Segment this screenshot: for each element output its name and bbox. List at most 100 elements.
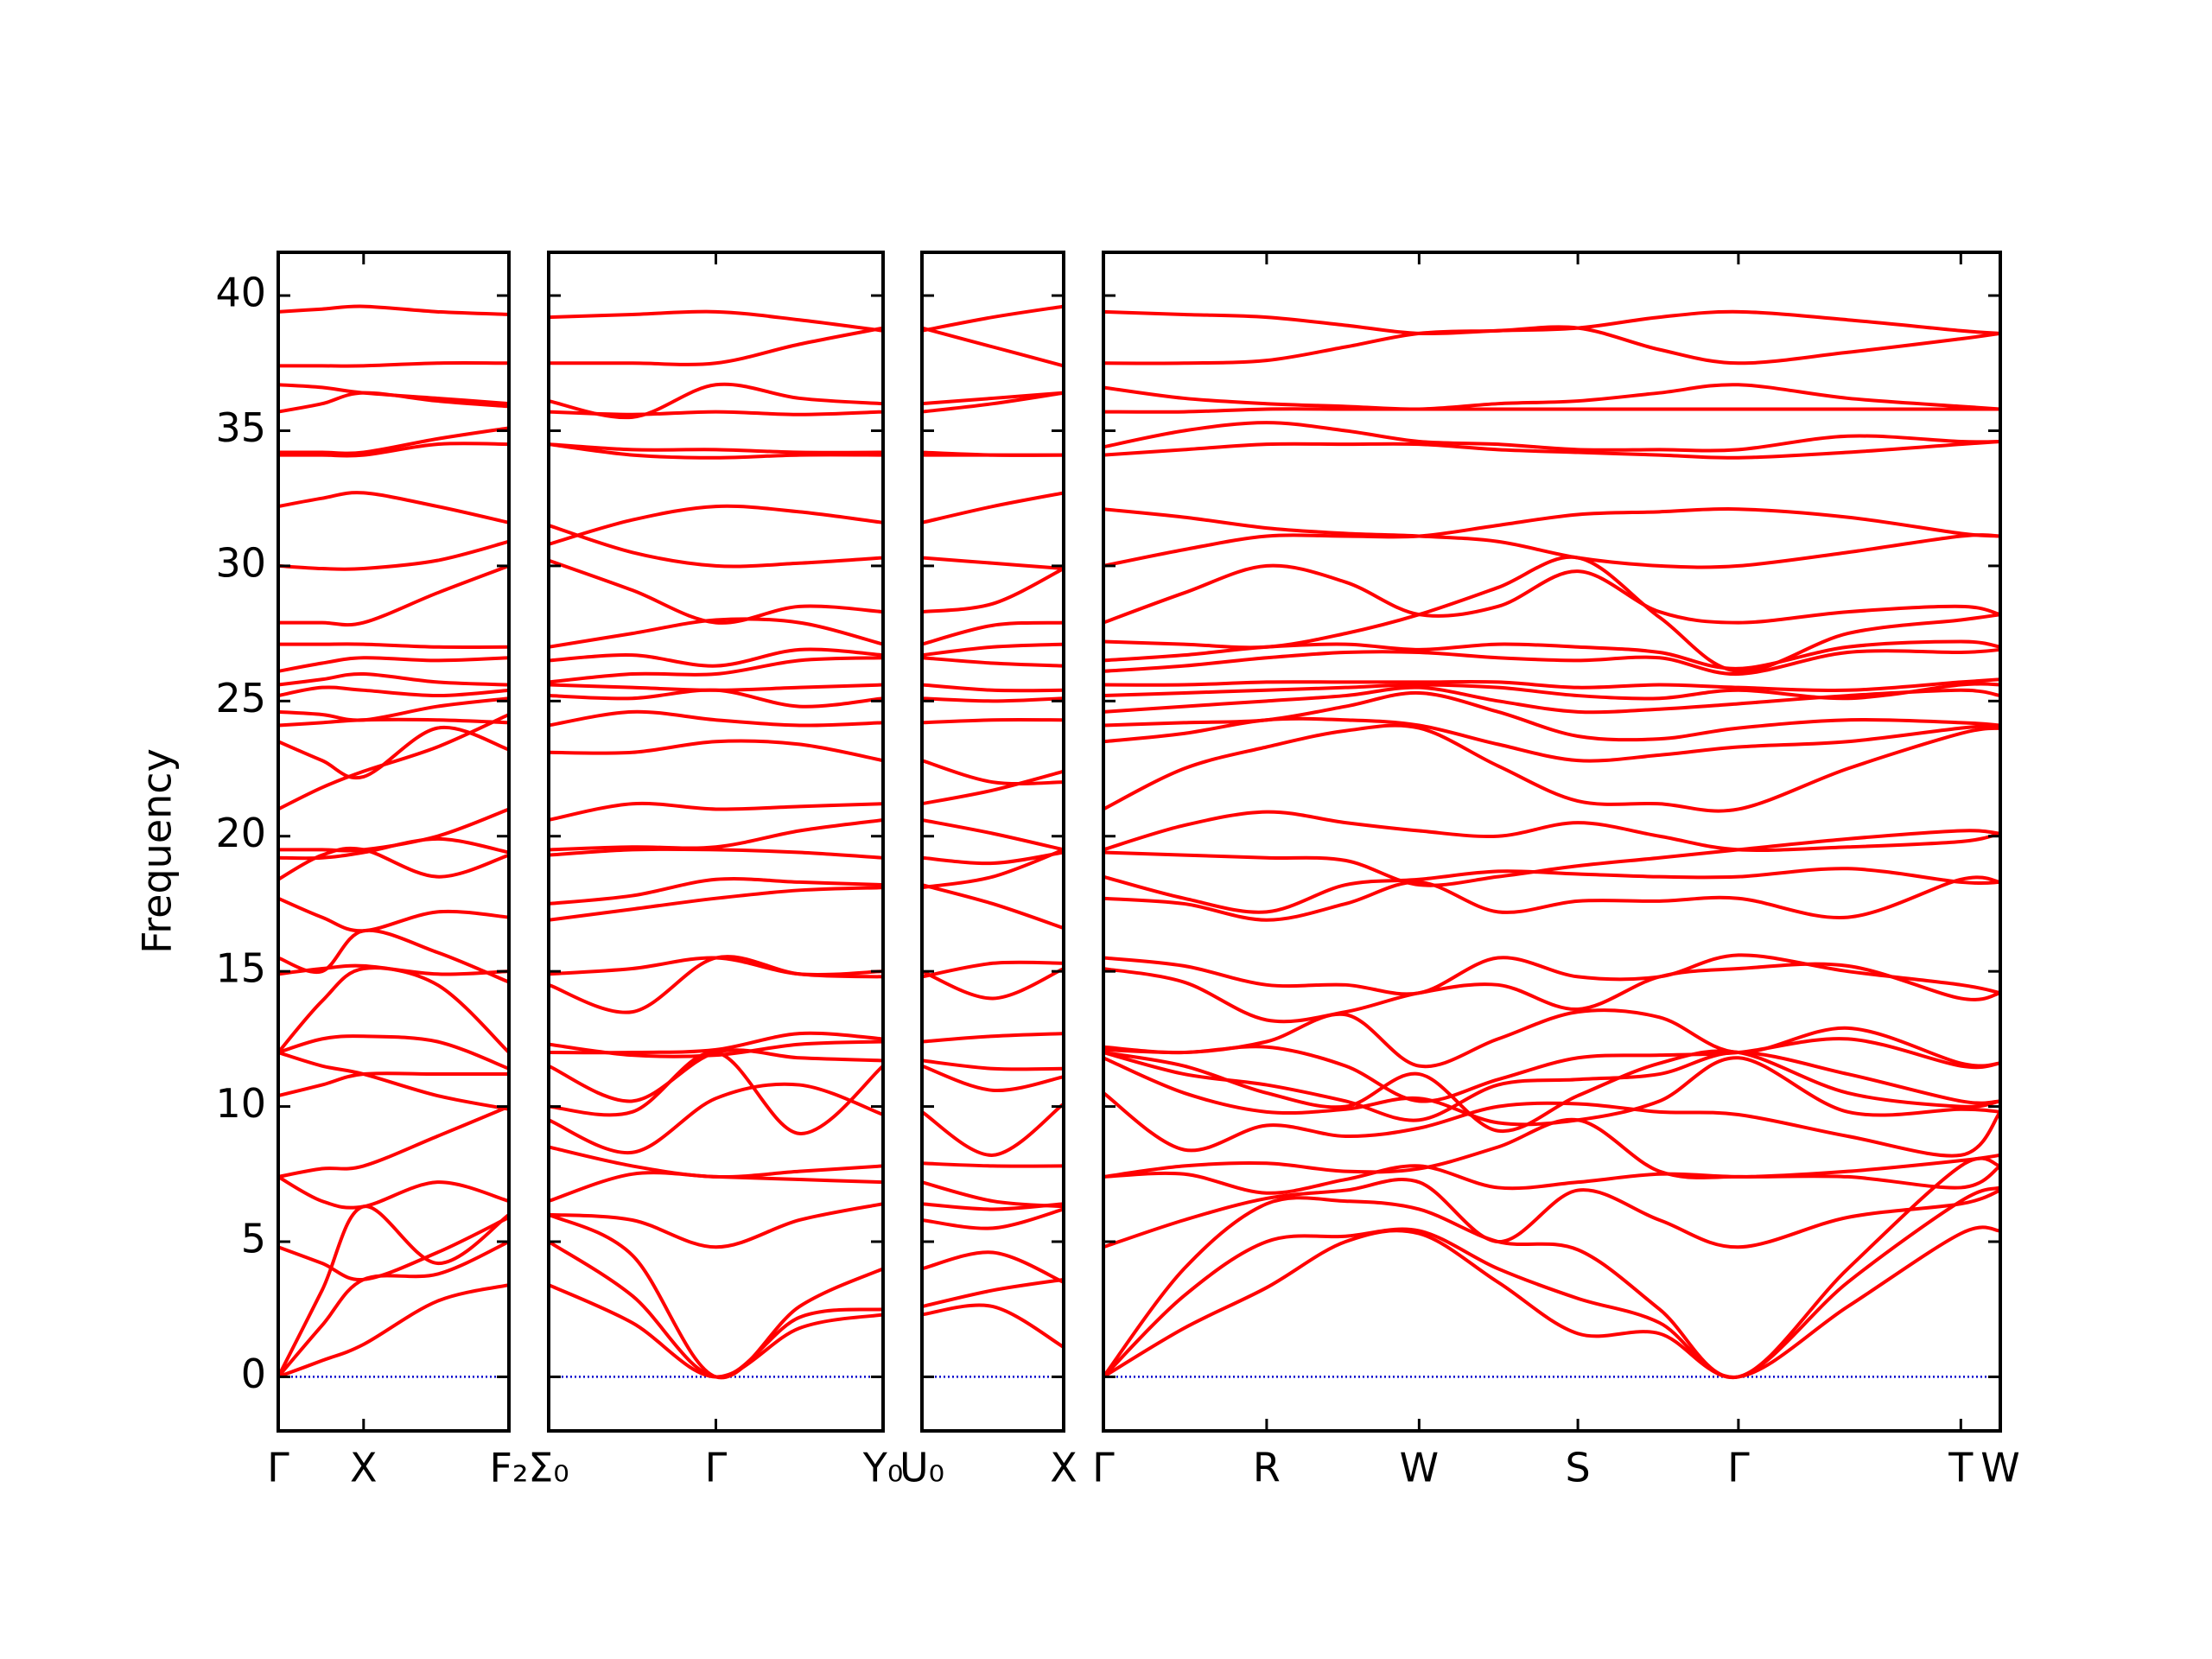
band-line [278, 1283, 509, 1379]
band-line [922, 717, 1064, 725]
band-line [922, 326, 1064, 368]
band-line [278, 1034, 509, 1071]
band-line [549, 524, 883, 569]
band-line [278, 361, 509, 368]
band-line [549, 656, 883, 684]
band-line [278, 685, 509, 698]
panel-frame [1102, 251, 2002, 1433]
band-line [922, 1180, 1064, 1209]
band-line [549, 886, 883, 922]
x-tick-label: T [1948, 1445, 1974, 1491]
x-tick-label: Γ [705, 1445, 728, 1491]
bands [549, 309, 883, 1380]
y-tick-label: 15 [215, 945, 266, 992]
band-line [1103, 1008, 2000, 1069]
band-line [1103, 1178, 2000, 1249]
band-line [549, 1283, 883, 1379]
band-line [549, 442, 883, 454]
band-line [1103, 407, 2000, 414]
x-tick-label: F₂ [490, 1445, 529, 1491]
band-line [549, 877, 883, 906]
band-line [549, 647, 883, 668]
band-line [1103, 507, 2000, 569]
band-line [922, 850, 1064, 866]
band-line [1103, 867, 2000, 914]
band-line [1103, 439, 2000, 460]
band-line [278, 426, 509, 455]
band-line [922, 567, 1064, 614]
band-line [1103, 875, 2000, 922]
bands [1103, 309, 2000, 1380]
band-line [549, 1048, 883, 1103]
band-line [1103, 829, 2000, 887]
band-line [278, 383, 509, 406]
band-line [549, 1240, 883, 1379]
band-line [549, 801, 883, 822]
bands [278, 304, 509, 1379]
y-tick-label: 10 [215, 1080, 266, 1127]
y-tick-label: 20 [215, 810, 266, 856]
band-line [549, 504, 883, 546]
band-line [549, 683, 883, 692]
band-line [278, 1051, 509, 1111]
band-line [922, 967, 1064, 1001]
band-line [922, 1277, 1064, 1309]
band-line [1103, 325, 2000, 365]
band-line [1103, 962, 2000, 1024]
band-line [1103, 383, 2000, 411]
band-line [922, 759, 1064, 786]
x-tick-label: X [1050, 1445, 1077, 1491]
band-line [1103, 953, 2000, 996]
y-tick-label: 35 [215, 404, 266, 451]
band-line [278, 846, 509, 881]
band-line [278, 1071, 509, 1098]
band-line [278, 672, 509, 687]
band-line [549, 1082, 883, 1154]
band-line [922, 683, 1064, 693]
x-tick-label: Γ [267, 1445, 289, 1491]
band-line [1103, 421, 2000, 453]
band-line [549, 817, 883, 852]
band-line [922, 656, 1064, 668]
band-line [1103, 555, 2000, 673]
band-line [922, 818, 1064, 852]
band-line [1103, 682, 2000, 701]
band-line [922, 304, 1064, 333]
band-line [549, 739, 883, 763]
band-line [1103, 1156, 2000, 1379]
band-line [922, 1207, 1064, 1230]
y-tick-label: 30 [215, 539, 266, 586]
band-line [922, 1064, 1064, 1092]
band-line [1103, 723, 2000, 813]
band-line [278, 963, 509, 976]
band-line [922, 1250, 1064, 1284]
band-line [1103, 1225, 2000, 1379]
band-line [278, 713, 509, 811]
band-line [1103, 677, 2000, 693]
bands [922, 304, 1064, 1349]
y-tick-label: 5 [241, 1216, 266, 1262]
band-line [922, 491, 1064, 524]
band-line [549, 847, 883, 860]
band-line [922, 1303, 1064, 1349]
y-tick-label: 40 [215, 270, 266, 316]
band-line [922, 1032, 1064, 1044]
band-line [1103, 1164, 2000, 1195]
x-tick-label: W [1980, 1445, 2019, 1491]
band-line [278, 696, 509, 722]
band-line [278, 491, 509, 524]
x-tick-label: S [1566, 1445, 1591, 1491]
band-line [278, 1104, 509, 1179]
band-line [549, 1202, 883, 1249]
band-line [1103, 1185, 2000, 1380]
band-line [922, 1058, 1064, 1071]
band-line [549, 442, 883, 460]
band-line [278, 642, 509, 649]
panel-frame [920, 251, 1065, 1433]
band-line [549, 1212, 883, 1380]
x-tick-label: Γ [1092, 1445, 1115, 1491]
band-line [549, 1145, 883, 1179]
band-line [1103, 1091, 2000, 1158]
band-line [1103, 1049, 2000, 1134]
band-line [278, 304, 509, 316]
